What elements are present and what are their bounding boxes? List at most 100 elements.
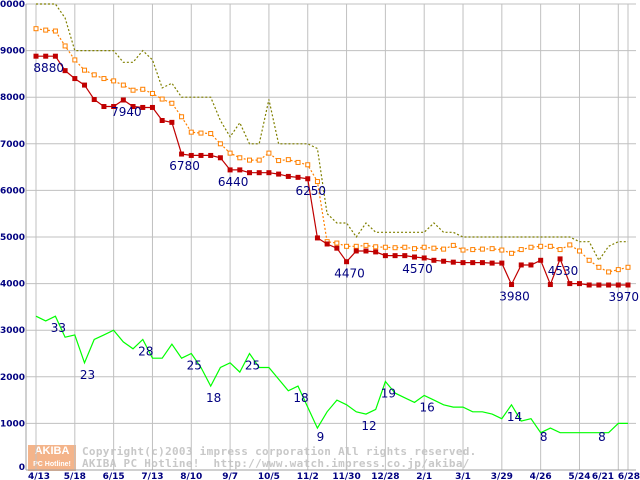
data-point-average <box>402 244 408 250</box>
data-point-min <box>373 249 379 255</box>
x-tick-label: 5/24 <box>568 472 590 480</box>
data-point-average <box>557 247 563 253</box>
data-point-average <box>606 269 612 275</box>
data-point-average <box>305 162 311 168</box>
data-point-min <box>266 170 272 176</box>
data-point-average <box>91 72 97 78</box>
data-point-average <box>489 246 495 252</box>
data-point-average <box>120 82 126 88</box>
data-point-min <box>169 119 175 125</box>
data-point-average <box>431 245 437 251</box>
data-point-min <box>33 53 39 59</box>
data-point-min <box>547 282 553 288</box>
data-point-average <box>353 243 359 249</box>
data-label: 14 <box>507 410 522 424</box>
x-tick-label: 6/15 <box>103 472 125 480</box>
x-tick-label: 12/28 <box>371 472 399 480</box>
data-point-average <box>615 267 621 273</box>
data-point-average <box>576 248 582 254</box>
data-label: 16 <box>420 400 435 414</box>
data-point-min <box>314 235 320 241</box>
data-point-average <box>547 243 553 249</box>
data-point-average <box>450 242 456 248</box>
data-point-average <box>82 67 88 73</box>
site-url-text: AKIBA PC Hotline! http://www.watch.impre… <box>82 457 470 470</box>
x-tick-label: 5/18 <box>64 472 86 480</box>
data-point-average <box>179 114 185 120</box>
data-point-average <box>518 247 524 253</box>
data-point-min <box>52 53 58 59</box>
data-point-average <box>382 244 388 250</box>
y-tick-label: 4000 <box>0 280 25 290</box>
y-tick-label: 3000 <box>0 326 25 336</box>
data-point-average <box>33 26 39 32</box>
data-point-average <box>101 76 107 82</box>
data-point-min <box>586 282 592 288</box>
data-point-average <box>208 131 214 137</box>
data-point-average <box>625 264 631 270</box>
data-point-min <box>509 282 515 288</box>
data-label: 3970 <box>608 290 639 304</box>
data-point-average <box>188 129 194 135</box>
data-point-average <box>43 27 49 33</box>
akiba-logo-top: AKIBA <box>28 445 76 458</box>
data-label: 8880 <box>33 61 64 75</box>
data-point-average <box>217 141 223 147</box>
data-label: 33 <box>51 321 66 335</box>
data-label: 7940 <box>111 105 142 119</box>
y-tick-label: 9000 <box>0 47 25 57</box>
data-point-average <box>334 240 340 246</box>
data-point-min <box>353 248 359 254</box>
data-point-min <box>431 257 437 263</box>
series-line-min <box>36 55 628 287</box>
data-label: 28 <box>138 345 153 359</box>
data-point-average <box>421 244 427 250</box>
x-tick-label: 8/10 <box>180 472 202 480</box>
data-point-average <box>237 155 243 161</box>
x-tick-label: 3/1 <box>455 472 471 480</box>
data-label: 8 <box>598 430 606 444</box>
data-point-average <box>479 246 485 252</box>
data-point-min <box>72 76 78 82</box>
data-point-min <box>62 68 68 74</box>
data-point-min <box>606 282 612 288</box>
data-point-average <box>111 78 117 84</box>
data-point-min <box>402 253 408 259</box>
data-point-average <box>130 87 136 93</box>
y-tick-label: 1000 <box>0 419 25 429</box>
y-tick-label: 10000 <box>0 0 25 10</box>
data-point-min <box>285 173 291 179</box>
y-tick-label: 6000 <box>0 186 25 196</box>
data-label: 6780 <box>169 159 200 173</box>
data-label: 18 <box>293 391 308 405</box>
data-point-average <box>441 246 447 252</box>
x-tick-label: 11/2 <box>297 472 319 480</box>
data-point-min <box>111 104 117 110</box>
data-point-average <box>149 90 155 96</box>
data-label: 8 <box>540 430 548 444</box>
data-point-min <box>237 167 243 173</box>
data-point-min <box>450 259 456 265</box>
data-point-min <box>101 104 107 110</box>
data-point-min <box>159 118 165 123</box>
data-point-min <box>188 152 194 158</box>
data-point-min <box>198 152 204 158</box>
data-point-min <box>334 245 340 251</box>
data-label: 4470 <box>334 267 365 281</box>
data-point-average <box>159 96 165 102</box>
data-point-min <box>625 282 631 288</box>
data-point-min <box>305 176 311 182</box>
data-point-min <box>441 258 447 264</box>
data-point-min <box>518 262 524 268</box>
data-label: 9 <box>317 430 325 444</box>
data-point-min <box>499 260 505 266</box>
series-line-count <box>35 315 628 434</box>
data-point-min <box>392 253 398 259</box>
data-point-average <box>344 243 350 249</box>
data-point-average <box>285 157 291 163</box>
data-point-min <box>489 260 495 266</box>
x-tick-label: 6/28 <box>618 472 640 480</box>
data-point-min <box>120 97 126 103</box>
data-point-average <box>596 264 602 270</box>
data-label: 19 <box>381 386 396 400</box>
